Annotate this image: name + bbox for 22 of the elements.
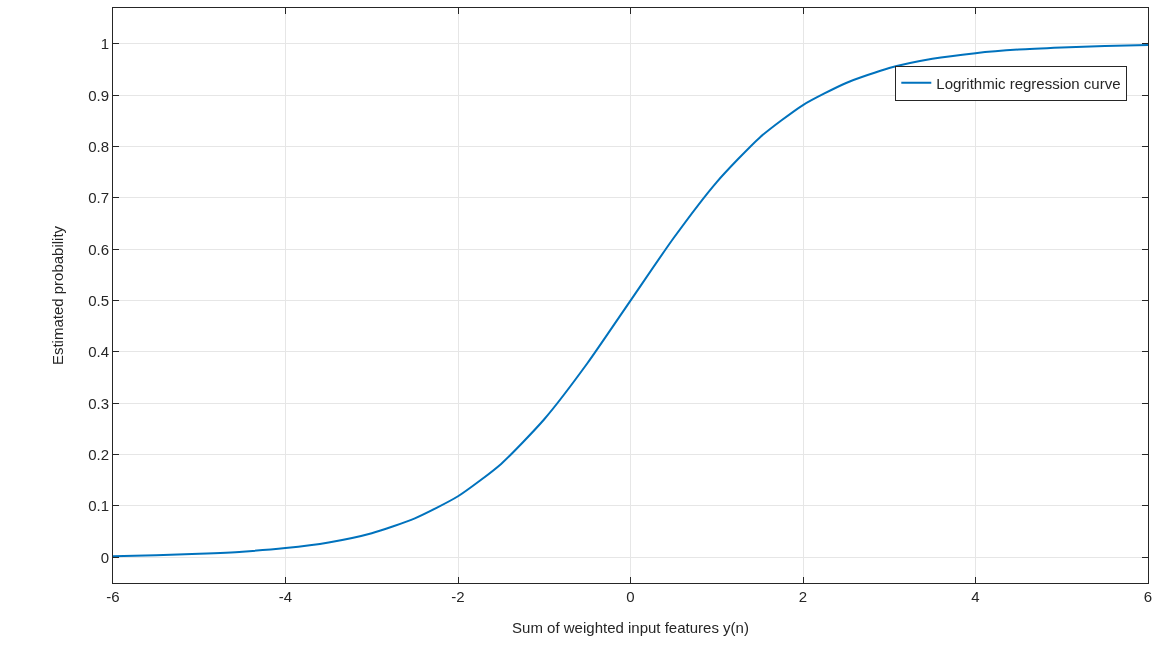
y-tick-label: 0.7 <box>88 189 109 207</box>
x-tick-label: 6 <box>1143 588 1153 605</box>
x-tick-label: 2 <box>798 588 808 605</box>
x-tick-label: -2 <box>451 588 465 605</box>
y-tick-label: 0.2 <box>88 445 109 463</box>
x-tick-label: 4 <box>971 588 980 605</box>
y-tick-label: 0 <box>100 548 109 566</box>
legend-label: Logrithmic regression curve <box>936 74 1121 92</box>
y-tick-label: 0.9 <box>88 86 109 104</box>
x-tick-label: 0 <box>626 588 635 605</box>
y-tick-label: 0.1 <box>88 497 109 515</box>
y-axis-title: Estimated probability <box>49 225 67 366</box>
y-tick-label: 0.6 <box>88 240 109 258</box>
y-tick-label: 1 <box>100 35 109 53</box>
x-tick-label: -6 <box>106 588 120 605</box>
y-tick-label: 0.3 <box>88 394 109 412</box>
y-tick-label: 0.8 <box>88 137 109 155</box>
y-tick-label: 0.5 <box>88 291 109 309</box>
line-series <box>113 43 1148 558</box>
y-tick-label: 0.4 <box>88 343 109 361</box>
x-tick-label: -4 <box>278 588 293 605</box>
x-axis-title: Sum of weighted input features y(n) <box>512 619 749 636</box>
